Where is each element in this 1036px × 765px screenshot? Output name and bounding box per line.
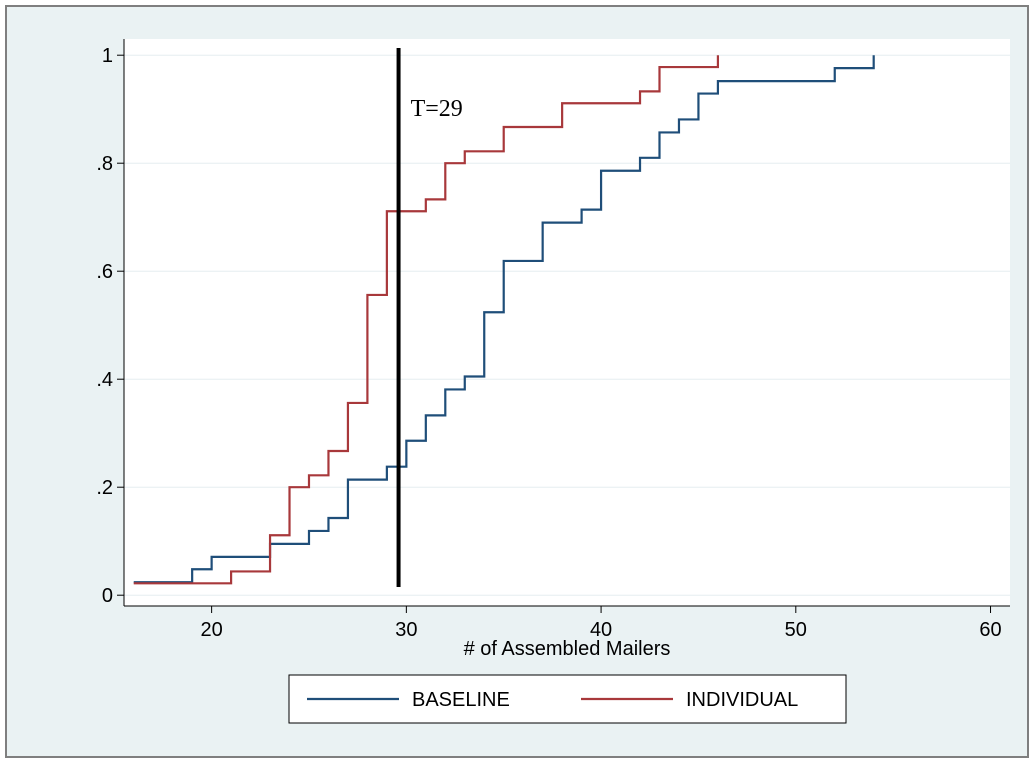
axes [123,39,1010,607]
plot-area [124,39,1010,606]
x-axis-title: # of Assembled Mailers [464,638,671,660]
series-line-baseline [133,55,875,584]
legend-items: BASELINE INDIVIDUAL [307,689,798,711]
y-tick-label: .2 [96,477,113,499]
legend-label-baseline: BASELINE [412,689,510,711]
x-ticks: 20 30 40 50 60 [201,606,1002,641]
series-lines [133,55,875,585]
threshold-line-group: T=29 [396,48,463,587]
legend-label-individual: INDIVIDUAL [686,689,798,711]
cdf-chart: 0 .2 .4 .6 .8 1 20 30 40 50 60 T=29 # of Assemble… [96,39,1010,724]
y-ticks: 0 .2 .4 .6 .8 1 [96,45,124,607]
y-tick-label: 1 [102,45,113,67]
threshold-label: T=29 [411,96,463,122]
legend: BASELINE INDIVIDUAL [288,674,847,724]
y-tick-label: .4 [96,369,113,391]
series-line-individual [133,55,720,585]
x-tick-label: 20 [201,619,223,641]
y-tick-label: .8 [96,153,113,175]
y-tick-label: 0 [102,585,113,607]
grid-lines [124,54,1010,596]
x-tick-label: 60 [979,619,1001,641]
x-tick-label: 50 [785,619,807,641]
y-tick-label: .6 [96,261,113,283]
x-tick-label: 40 [590,619,612,641]
x-tick-label: 30 [395,619,417,641]
chart-frame: 0 .2 .4 .6 .8 1 20 30 40 50 60 T=29 # of Assemble… [5,5,1029,758]
